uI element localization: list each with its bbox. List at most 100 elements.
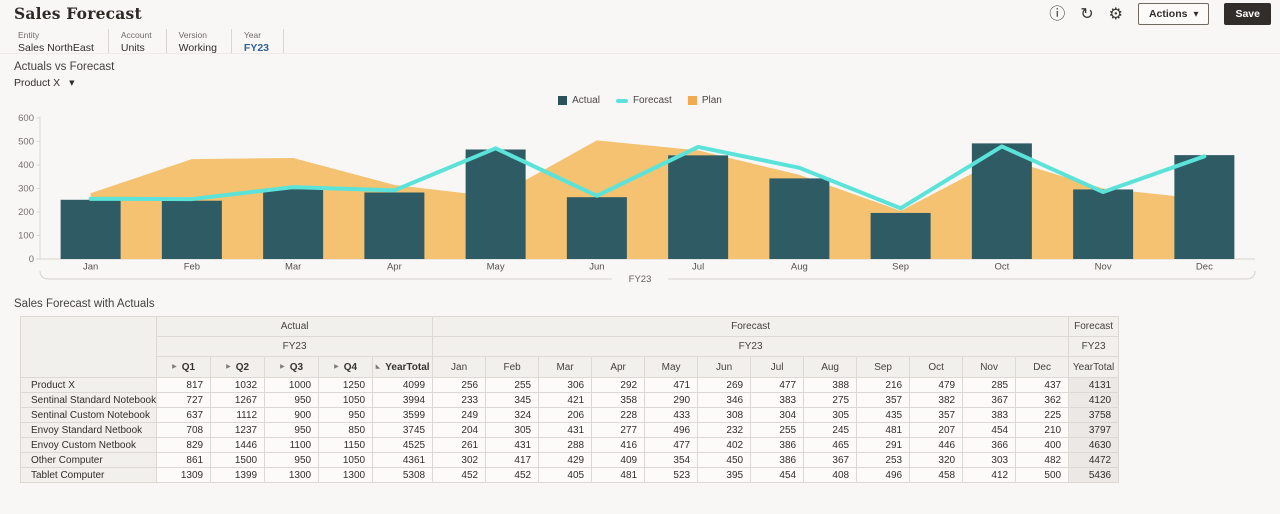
- grid-cell[interactable]: 479: [909, 377, 964, 393]
- row-header[interactable]: Envoy Standard Netbook: [19, 422, 158, 438]
- grid-cell[interactable]: 5308: [372, 467, 434, 483]
- column-header-q1[interactable]: ▶ Q1: [156, 356, 212, 378]
- grid-cell[interactable]: 388: [803, 377, 858, 393]
- grid-cell[interactable]: 1267: [210, 392, 266, 408]
- combo-chart[interactable]: 0 100 200 300 400 500 600 Jan Feb Mar Apr May Jun Jul…: [0, 108, 1280, 290]
- grid-cell[interactable]: 4099: [372, 377, 434, 393]
- grid-cell[interactable]: 1399: [210, 467, 266, 483]
- grid-cell[interactable]: 386: [750, 452, 805, 468]
- grid-cell[interactable]: 395: [697, 467, 752, 483]
- grid-cell[interactable]: 482: [1015, 452, 1070, 468]
- column-header-mar[interactable]: Mar: [538, 356, 593, 378]
- grid-cell[interactable]: 275: [803, 392, 858, 408]
- grid-cell[interactable]: 324: [485, 407, 540, 423]
- grid-cell[interactable]: 1000: [264, 377, 320, 393]
- grid-cell[interactable]: 433: [644, 407, 699, 423]
- grid-cell[interactable]: 1032: [210, 377, 266, 393]
- pov-item-version[interactable]: Version Working: [179, 29, 232, 54]
- grid-cell[interactable]: 386: [750, 437, 805, 453]
- actual-bar-jan[interactable]: [60, 199, 121, 259]
- column-header-q2[interactable]: ▶ Q2: [210, 356, 266, 378]
- grid-cell[interactable]: 3994: [372, 392, 434, 408]
- grid-cell[interactable]: 291: [856, 437, 911, 453]
- grid-cell[interactable]: 320: [909, 452, 964, 468]
- row-header[interactable]: Sentinal Custom Notebook: [19, 407, 158, 423]
- actual-bar-jul[interactable]: [668, 155, 729, 259]
- grid-cell[interactable]: 900: [264, 407, 320, 423]
- measure-header[interactable]: Forecast: [1068, 316, 1120, 337]
- grid-cell[interactable]: 358: [591, 392, 646, 408]
- grid-cell[interactable]: 366: [962, 437, 1017, 453]
- grid-cell[interactable]: 216: [856, 377, 911, 393]
- grid-cell[interactable]: 3745: [372, 422, 434, 438]
- expand-icon[interactable]: ▶: [280, 363, 285, 370]
- grid-cell[interactable]: 345: [485, 392, 540, 408]
- measure-header[interactable]: Actual: [156, 316, 434, 337]
- column-header-oct[interactable]: Oct: [909, 356, 964, 378]
- grid-cell[interactable]: 269: [697, 377, 752, 393]
- actual-bar-feb[interactable]: [161, 200, 222, 259]
- grid-cell[interactable]: 292: [591, 377, 646, 393]
- grid-cell[interactable]: 305: [485, 422, 540, 438]
- grid-cell[interactable]: 408: [803, 467, 858, 483]
- grid-cell[interactable]: 477: [644, 437, 699, 453]
- grid-cell[interactable]: 950: [264, 452, 320, 468]
- member-selector[interactable]: Product X ▼: [14, 77, 75, 89]
- grid-cell[interactable]: 450: [697, 452, 752, 468]
- actual-bar-mar[interactable]: [263, 189, 324, 259]
- grid-cell[interactable]: 4361: [372, 452, 434, 468]
- grid-cell[interactable]: 3797: [1068, 422, 1120, 438]
- grid-cell[interactable]: 1309: [156, 467, 212, 483]
- grid-cell[interactable]: 206: [538, 407, 593, 423]
- grid-cell[interactable]: 1500: [210, 452, 266, 468]
- grid-cell[interactable]: 367: [803, 452, 858, 468]
- plan-area[interactable]: [90, 140, 1205, 259]
- grid-cell[interactable]: 400: [1015, 437, 1070, 453]
- grid-cell[interactable]: 861: [156, 452, 212, 468]
- grid-cell[interactable]: 256: [432, 377, 487, 393]
- year-header[interactable]: FY23: [156, 336, 434, 357]
- column-header-q3[interactable]: ▶ Q3: [264, 356, 320, 378]
- legend-item-actual[interactable]: Actual: [558, 95, 600, 106]
- grid-cell[interactable]: 382: [909, 392, 964, 408]
- column-header-jul[interactable]: Jul: [750, 356, 805, 378]
- grid-cell[interactable]: 817: [156, 377, 212, 393]
- pov-item-entity[interactable]: Entity Sales NorthEast: [18, 29, 109, 54]
- grid-cell[interactable]: 346: [697, 392, 752, 408]
- grid-cell[interactable]: 429: [538, 452, 593, 468]
- grid-cell[interactable]: 290: [644, 392, 699, 408]
- actual-bar-dec[interactable]: [1174, 155, 1235, 259]
- grid-cell[interactable]: 4525: [372, 437, 434, 453]
- grid-cell[interactable]: 446: [909, 437, 964, 453]
- grid-cell[interactable]: 305: [803, 407, 858, 423]
- grid-cell[interactable]: 1250: [318, 377, 374, 393]
- grid-cell[interactable]: 500: [1015, 467, 1070, 483]
- grid-cell[interactable]: 850: [318, 422, 374, 438]
- actions-button[interactable]: Actions ▼: [1137, 3, 1210, 25]
- column-header-sep[interactable]: Sep: [856, 356, 911, 378]
- grid-cell[interactable]: 727: [156, 392, 212, 408]
- grid-cell[interactable]: 3758: [1068, 407, 1120, 423]
- grid-cell[interactable]: 417: [485, 452, 540, 468]
- grid-cell[interactable]: 454: [750, 467, 805, 483]
- grid-cell[interactable]: 1300: [318, 467, 374, 483]
- actual-bar-jun[interactable]: [566, 197, 627, 259]
- grid-cell[interactable]: 4131: [1068, 377, 1120, 393]
- grid-cell[interactable]: 1300: [264, 467, 320, 483]
- grid-cell[interactable]: 261: [432, 437, 487, 453]
- grid-cell[interactable]: 416: [591, 437, 646, 453]
- pov-item-account[interactable]: Account Units: [121, 29, 167, 54]
- grid-cell[interactable]: 1050: [318, 452, 374, 468]
- actual-bar-sep[interactable]: [870, 212, 931, 259]
- grid-cell[interactable]: 4472: [1068, 452, 1120, 468]
- column-header-nov[interactable]: Nov: [962, 356, 1017, 378]
- grid-cell[interactable]: 277: [591, 422, 646, 438]
- grid-cell[interactable]: 207: [909, 422, 964, 438]
- info-icon[interactable]: ⓘ: [1049, 4, 1066, 23]
- expand-icon[interactable]: ▶: [172, 363, 177, 370]
- grid-cell[interactable]: 232: [697, 422, 752, 438]
- grid-cell[interactable]: 431: [538, 422, 593, 438]
- actual-bar-nov[interactable]: [1073, 189, 1134, 259]
- grid-cell[interactable]: 357: [856, 392, 911, 408]
- grid-cell[interactable]: 405: [538, 467, 593, 483]
